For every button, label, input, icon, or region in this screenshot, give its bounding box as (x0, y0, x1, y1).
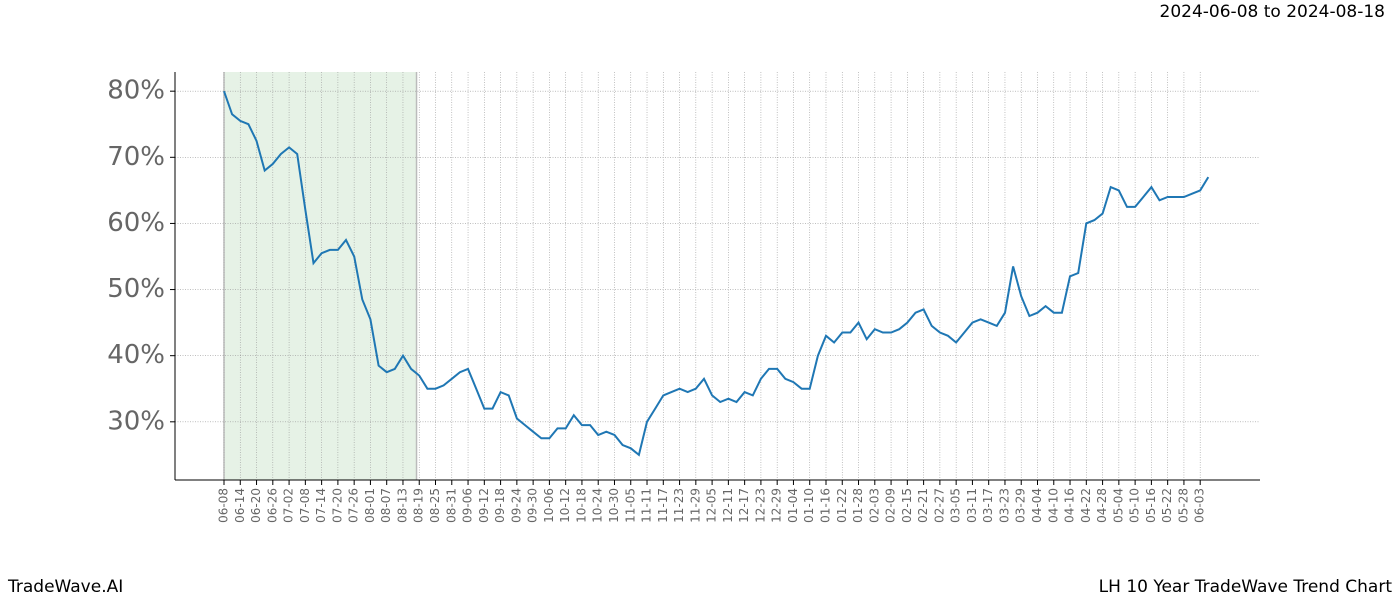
footer-right: LH 10 Year TradeWave Trend Chart (1099, 577, 1393, 597)
x-tick-label: 08-19 (412, 488, 426, 523)
x-tick-label: 11-17 (656, 488, 670, 523)
x-tick-label: 09-30 (526, 488, 540, 523)
x-tick-label: 01-10 (802, 488, 816, 523)
x-tick-label: 04-04 (1030, 488, 1044, 523)
x-tick-label: 02-21 (916, 488, 930, 523)
x-tick-label: 03-05 (949, 488, 963, 523)
x-tick-label: 07-02 (282, 488, 296, 523)
x-tick-label: 05-04 (1111, 488, 1125, 523)
x-tick-label: 05-22 (1160, 488, 1174, 523)
x-tick-label: 10-18 (574, 488, 588, 523)
x-tick-label: 12-17 (737, 488, 751, 523)
x-tick-label: 09-18 (493, 488, 507, 523)
y-tick-label: 50% (107, 274, 165, 304)
x-tick-label: 12-05 (705, 488, 719, 523)
x-tick-label: 01-04 (786, 488, 800, 523)
x-tick-label: 08-31 (444, 488, 458, 523)
x-tick-label: 01-22 (835, 488, 849, 523)
x-tick-label: 07-26 (347, 488, 361, 523)
x-tick-label: 09-24 (509, 488, 523, 523)
x-tick-label: 04-22 (1079, 488, 1093, 523)
line (223, 90, 1210, 457)
y-tick-label: 30% (107, 406, 165, 436)
x-tick-label: 02-15 (900, 488, 914, 523)
x-tick-label: 06-20 (249, 488, 263, 523)
x-tick-label: 04-28 (1095, 488, 1109, 523)
x-tick-label: 09-06 (461, 488, 475, 523)
y-tick-label: 70% (107, 142, 165, 172)
x-tick-label: 01-28 (851, 488, 865, 523)
x-tick-label: 07-14 (314, 488, 328, 523)
x-tick-label: 04-10 (1046, 488, 1060, 523)
x-tick-label: 01-16 (818, 488, 832, 523)
x-tick-label: 05-16 (1144, 488, 1158, 523)
x-tick-label: 03-17 (981, 488, 995, 523)
x-tick-label: 06-14 (233, 488, 247, 523)
x-tick-label: 05-28 (1176, 488, 1190, 523)
x-tick-label: 12-11 (721, 488, 735, 523)
x-tick-label: 07-20 (330, 488, 344, 523)
x-tick-label: 02-09 (884, 488, 898, 523)
x-tick-label: 03-29 (1014, 488, 1028, 523)
x-tick-label: 10-30 (607, 488, 621, 523)
x-tick-label: 10-06 (542, 488, 556, 523)
y-tick-label: 40% (107, 340, 165, 370)
x-tick-label: 08-01 (363, 488, 377, 523)
x-tick-label: 08-07 (379, 488, 393, 523)
x-tick-label: 09-12 (477, 488, 491, 523)
x-tick-label: 11-11 (640, 488, 654, 523)
footer-left: TradeWave.AI (7, 577, 123, 597)
x-tick-label: 10-12 (558, 488, 572, 523)
x-tick-label: 06-08 (217, 488, 231, 523)
x-tick-label: 05-10 (1128, 488, 1142, 523)
x-tick-label: 04-16 (1063, 488, 1077, 523)
x-tick-label: 06-03 (1193, 488, 1207, 523)
y-tick-label: 60% (107, 208, 165, 238)
x-tick-label: 10-24 (591, 488, 605, 523)
x-tick-label: 02-03 (867, 488, 881, 523)
x-tick-label: 11-29 (688, 488, 702, 523)
x-tick-label: 12-23 (753, 488, 767, 523)
x-tick-label: 11-23 (672, 488, 686, 523)
x-tick-label: 06-26 (265, 488, 279, 523)
x-tick-label: 08-13 (395, 488, 409, 523)
x-tick-label: 03-11 (965, 488, 979, 523)
x-tick-label: 11-05 (623, 488, 637, 523)
x-tick-label: 07-08 (298, 488, 312, 523)
y-tick-label: 80% (107, 76, 165, 106)
x-tick-label: 12-29 (770, 488, 784, 523)
x-tick-label: 03-23 (997, 488, 1011, 523)
x-tick-label: 02-27 (932, 488, 946, 523)
range-label: 2024-06-08 to 2024-08-18 (1160, 2, 1385, 22)
x-tick-label: 08-25 (428, 488, 442, 523)
